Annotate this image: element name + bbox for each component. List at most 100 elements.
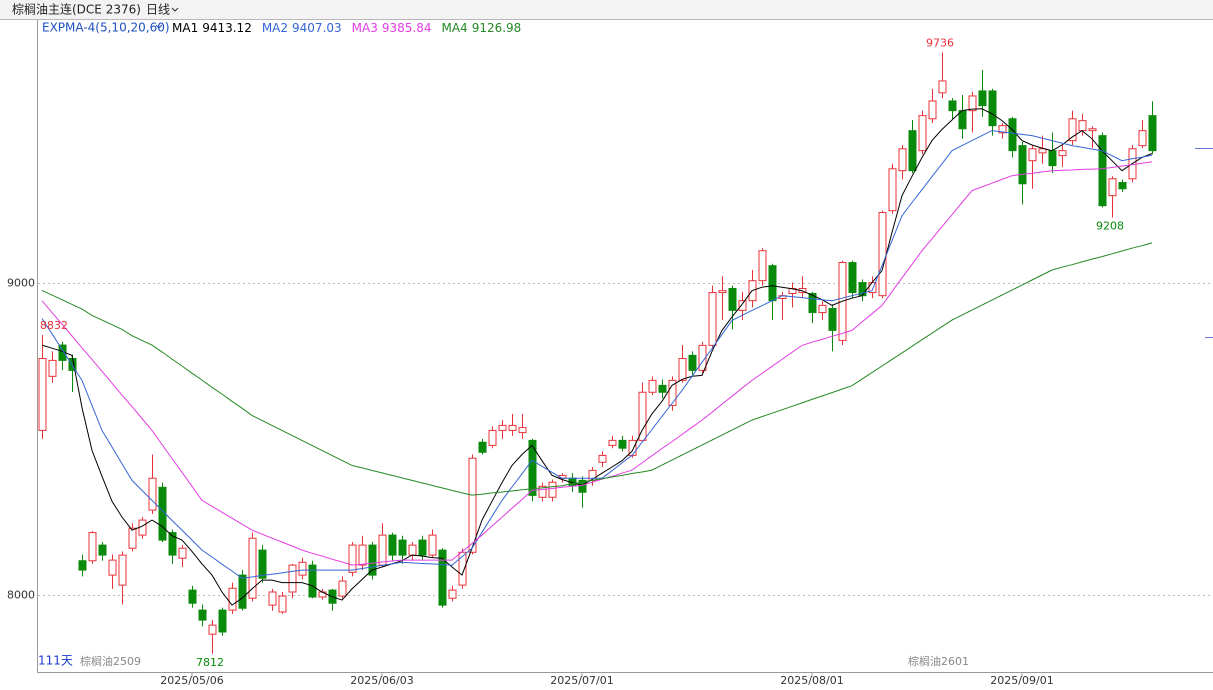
- candle-body: [738, 300, 747, 311]
- candle-body: [268, 591, 277, 606]
- candle-body: [978, 90, 987, 107]
- candle-body: [398, 539, 407, 556]
- candle-body: [698, 344, 707, 371]
- candle-body: [388, 534, 397, 556]
- candle-body: [108, 559, 117, 576]
- legend: MA1 9413.12 MA2 9407.03 MA3 9385.84 MA4 9126.98: [172, 21, 521, 35]
- candle-body: [348, 544, 357, 573]
- candle-body: [208, 624, 217, 635]
- candle-body: [178, 547, 187, 559]
- candle-body: [488, 429, 497, 446]
- candle-body: [378, 534, 387, 566]
- extreme-label: 9736: [926, 37, 954, 50]
- candle-body: [218, 609, 227, 633]
- candles: [42, 52, 1153, 654]
- candle-body: [478, 441, 487, 453]
- candle-body: [438, 549, 447, 606]
- candle-body: [168, 532, 177, 556]
- candle-body: [908, 130, 917, 172]
- candle-body: [1098, 135, 1107, 207]
- legend-name: MA3: [352, 21, 378, 35]
- candle-body: [688, 354, 697, 371]
- candle-body: [158, 486, 167, 541]
- candle-body: [768, 265, 777, 302]
- candle-body: [48, 359, 57, 377]
- legend-value: 9385.84: [382, 21, 432, 35]
- candle-body: [648, 379, 657, 393]
- candle-body: [518, 427, 527, 434]
- indicator-name[interactable]: EXPMA-4(5,10,20,60): [42, 21, 170, 35]
- candle-body: [758, 250, 767, 282]
- candle-body: [468, 457, 477, 553]
- candle-body: [828, 307, 837, 331]
- candle-body: [1148, 115, 1157, 152]
- ma-line: [41, 108, 1153, 606]
- candle-body: [428, 534, 437, 556]
- candle-body: [248, 537, 257, 599]
- contract-label: 棕榈油2601: [908, 654, 969, 668]
- period-dropdown[interactable]: [171, 7, 179, 12]
- candle-body: [498, 424, 507, 431]
- candle-body: [958, 110, 967, 130]
- candle-body: [618, 439, 627, 449]
- candle-body: [78, 560, 87, 571]
- candle-body: [188, 589, 197, 604]
- candle-body: [138, 519, 147, 536]
- indicator-dropdown[interactable]: [155, 24, 163, 29]
- ma-line: [41, 242, 1153, 496]
- candle-body: [1108, 178, 1117, 197]
- x-tick-label: 2025/05/06: [160, 674, 223, 687]
- x-tick-label: 2025/07/01: [550, 674, 613, 687]
- chart-title: 棕榈油主连(DCE 2376): [12, 2, 141, 17]
- candle-body: [1038, 148, 1047, 154]
- candle-body: [368, 544, 377, 576]
- x-tick-label: 2025/09/01: [990, 674, 1053, 687]
- extreme-label: 8832: [40, 319, 68, 332]
- candle-body: [288, 564, 297, 593]
- candle-body: [668, 379, 677, 406]
- candle-body: [638, 391, 647, 441]
- candle-body: [718, 290, 727, 294]
- candle-body: [538, 485, 547, 498]
- candle-body: [448, 589, 457, 599]
- candle-body: [658, 384, 667, 393]
- candle-body: [938, 80, 947, 94]
- candle-body: [198, 609, 207, 621]
- candle-body: [458, 551, 467, 586]
- day-count: 111天: [38, 654, 73, 668]
- candle-body: [258, 549, 267, 579]
- candle-body: [1088, 128, 1097, 132]
- candle-body: [898, 148, 907, 172]
- candle-body: [508, 424, 517, 431]
- candle-body: [878, 212, 887, 297]
- candle-body: [1078, 120, 1087, 132]
- legend-value: 9413.12: [202, 21, 252, 35]
- ma-line: [41, 161, 1153, 566]
- candle-body: [948, 100, 957, 112]
- contract-label: 棕榈油2509: [80, 654, 141, 668]
- candle-body: [1018, 145, 1027, 185]
- candle-body: [38, 358, 47, 431]
- candle-body: [88, 532, 97, 562]
- legend-name: MA2: [262, 21, 288, 35]
- x-tick-label: 2025/08/01: [780, 674, 843, 687]
- candle-body: [888, 168, 897, 212]
- candle-body: [608, 439, 617, 446]
- candle-body: [818, 304, 827, 314]
- candle-body: [278, 595, 287, 613]
- candle-body: [598, 454, 607, 463]
- candle-body: [1048, 150, 1057, 167]
- candle-body: [408, 544, 417, 556]
- candle-body: [708, 292, 717, 346]
- candle-body: [848, 262, 857, 294]
- candle-body: [988, 90, 997, 127]
- period[interactable]: 日线: [146, 3, 170, 17]
- title-bar: [0, 0, 1213, 19]
- ma-line: [41, 130, 1153, 579]
- candle-body: [968, 95, 977, 112]
- y-tick-label: 9000: [7, 277, 35, 290]
- extreme-label: 9208: [1096, 220, 1124, 233]
- candle-body: [678, 358, 687, 381]
- candle-body: [118, 554, 127, 586]
